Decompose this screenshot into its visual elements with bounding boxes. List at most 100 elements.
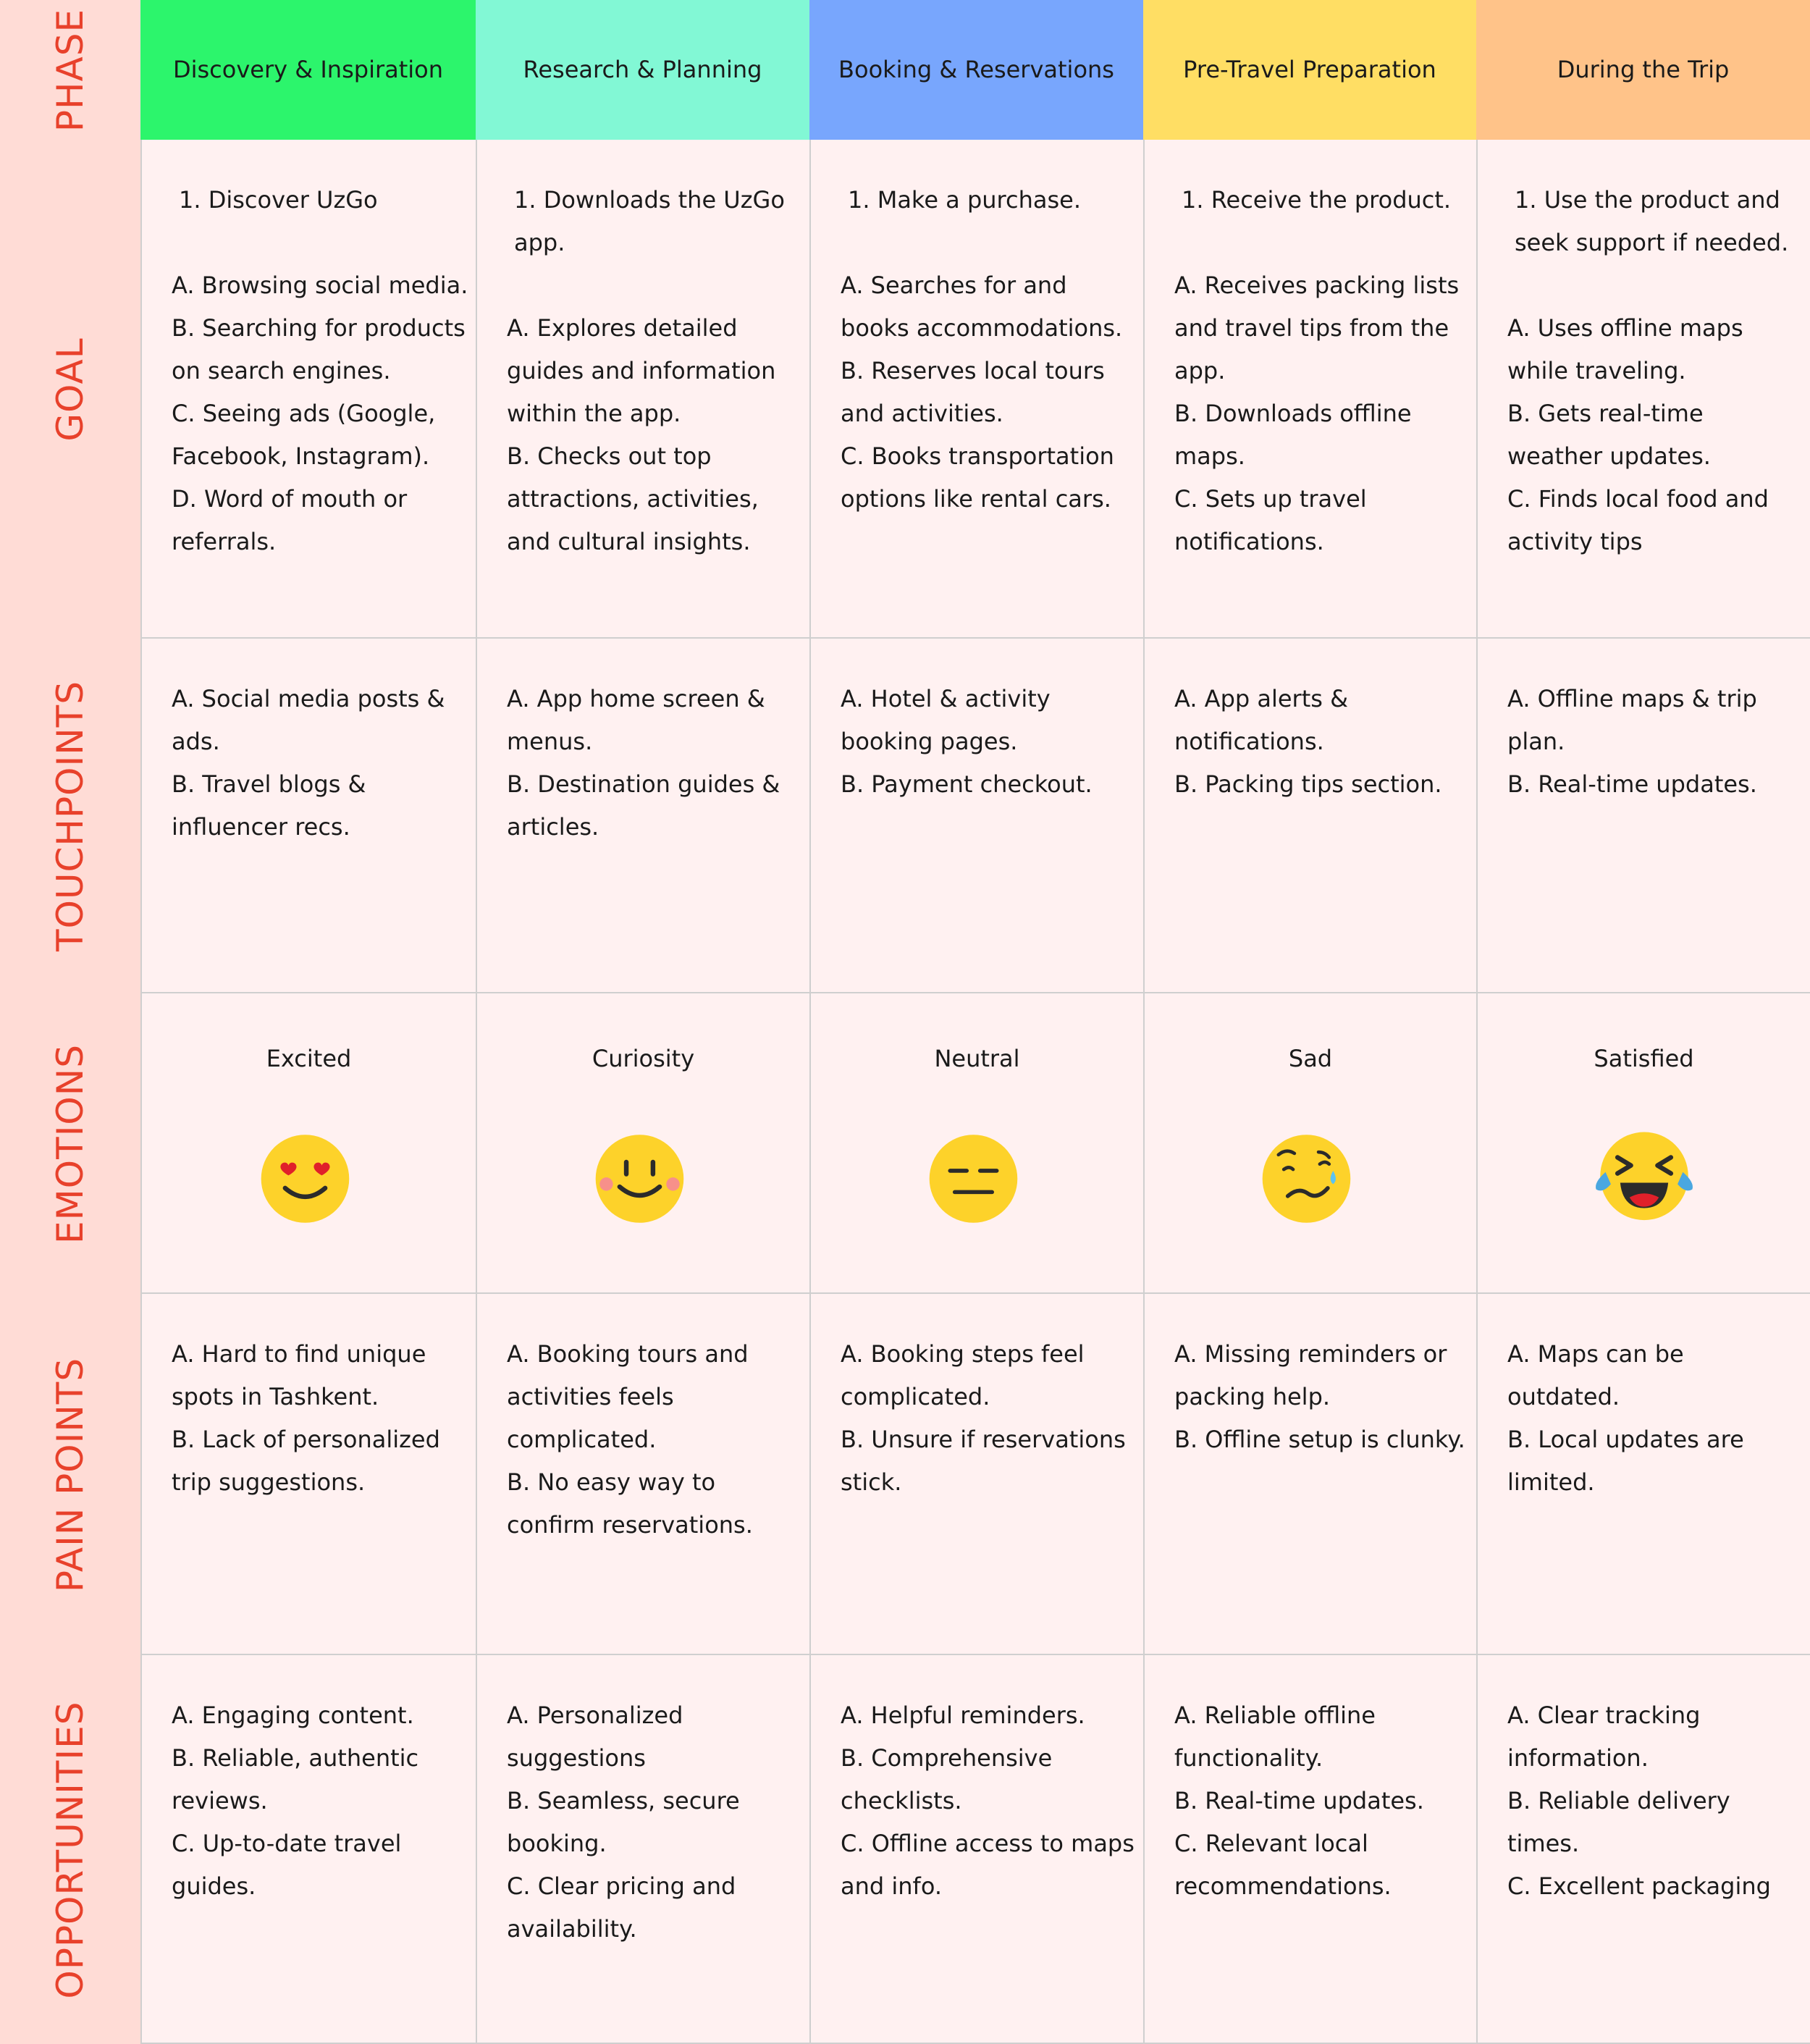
cell-line: A. Receives packing lists and travel tip…: [1174, 272, 1460, 384]
cell-line: B. Packing tips section.: [1174, 770, 1442, 798]
goals-cell: 1. Use the product and seek support if n…: [1476, 140, 1810, 639]
emotion-cell: Sad: [1143, 993, 1476, 1294]
cell-line: B. Unsure if reservations stick.: [841, 1426, 1126, 1496]
cell-line: A. Hard to find unique spots in Tashkent…: [172, 1340, 426, 1410]
row-label: PHASE: [49, 8, 91, 132]
cell-line: B. No easy way to confirm reservations.: [507, 1468, 753, 1539]
cell-line: B. Real-time updates.: [1174, 1787, 1424, 1814]
cell-line: B. Destination guides & articles.: [507, 770, 780, 841]
pain-points-cell: A. Booking steps feel complicated. B. Uns…: [809, 1294, 1143, 1655]
pain-points-cell: A. Booking tours and activities feels co…: [476, 1294, 809, 1655]
cell-line: A. Maps can be outdated.: [1507, 1340, 1684, 1410]
cell-line: B. Seamless, secure booking.: [507, 1787, 740, 1857]
row-label-cell: TOUCHPOINTS: [0, 639, 140, 993]
emotion-label: Sad: [1288, 1045, 1333, 1072]
phase-header: Discovery & Inspiration: [140, 0, 476, 140]
cell-line: A. Engaging content.: [172, 1702, 414, 1729]
cell-line: A. Clear tracking information.: [1507, 1702, 1701, 1772]
emoji: [261, 1135, 349, 1223]
touchpoints-cell: A. Hotel & activity booking pages. B. Pay…: [809, 639, 1143, 993]
pain-points-cell: A. Missing reminders or packing help. B. …: [1143, 1294, 1476, 1655]
row-label: EMOTIONS: [49, 1043, 91, 1244]
emotion-label: Excited: [266, 1045, 352, 1072]
opportunities-cell: A. Reliable offline functionality. B. Rea…: [1143, 1655, 1476, 2044]
touchpoints-cell: A. Offline maps & trip plan. B. Real-time…: [1476, 639, 1810, 993]
cell-line: B. Reliable delivery times.: [1507, 1787, 1730, 1857]
cell-line: C. Seeing ads (Google, Facebook, Instagr…: [172, 400, 436, 470]
cell-line: B. Checks out top attractions, activitie…: [507, 442, 759, 555]
cell-line: B. Gets real-time weather updates.: [1507, 400, 1711, 470]
cell-line: C. Sets up travel notifications.: [1174, 485, 1367, 555]
goals-cell: 1. Downloads the UzGo app. A. Explores de…: [476, 140, 809, 639]
goal-main: 1. Receive the product.: [1182, 186, 1452, 214]
cell-line: C. Finds local food and activity tips: [1507, 485, 1769, 555]
cell-line: A. App alerts & notifications.: [1174, 685, 1349, 755]
goal-main: 1. Make a purchase.: [848, 186, 1082, 214]
cell-line: D. Word of mouth or referrals.: [172, 485, 408, 555]
cell-line: C. Clear pricing and availability.: [507, 1872, 736, 1943]
row-label-cell: GOAL: [0, 140, 140, 639]
opportunities-cell: A. Clear tracking information. B. Reliabl…: [1476, 1655, 1810, 2044]
cell-line: C. Up-to-date travel guides.: [172, 1830, 402, 1900]
cell-line: A. Social media posts & ads.: [172, 685, 445, 755]
opportunities-cell: A. Helpful reminders. B. Comprehensive ch…: [809, 1655, 1143, 2044]
touchpoints-cell: A. App home screen & menus. B. Destinatio…: [476, 639, 809, 993]
cell-line: B. Travel blogs & influencer recs.: [172, 770, 366, 841]
cell-line: A. App home screen & menus.: [507, 685, 765, 755]
row-label: OPPORTUNITIES: [49, 1700, 91, 1999]
cell-line: A. Browsing social media.: [172, 272, 468, 299]
cell-line: B. Payment checkout.: [841, 770, 1093, 798]
goals-cell: 1. Make a purchase. A. Searches for and b…: [809, 140, 1143, 639]
emoji: [1262, 1135, 1351, 1223]
cell-line: C. Relevant local recommendations.: [1174, 1830, 1392, 1900]
cell-line: B. Downloads offline maps.: [1174, 400, 1412, 470]
cell-line: C. Books transportation options like ren…: [841, 442, 1114, 513]
row-label: PAIN POINTS: [49, 1357, 91, 1592]
cell-line: B. Real-time updates.: [1507, 770, 1757, 798]
row-label-cell: PAIN POINTS: [0, 1294, 140, 1655]
cell-line: A. Reliable offline functionality.: [1174, 1702, 1376, 1772]
cell-line: A. Offline maps & trip plan.: [1507, 685, 1757, 755]
opportunities-cell: A. Personalized suggestions B. Seamless, …: [476, 1655, 809, 2044]
opportunities-cell: A. Engaging content. B. Reliable, authent…: [140, 1655, 476, 2044]
cell-line: A. Explores detailed guides and informat…: [507, 314, 776, 427]
touchpoints-cell: A. App alerts & notifications. B. Packing…: [1143, 639, 1476, 993]
phase-header: Booking & Reservations: [809, 0, 1143, 140]
cell-line: C. Offline access to maps and info.: [841, 1830, 1135, 1900]
cell-line: B. Offline setup is clunky.: [1174, 1426, 1465, 1453]
cell-line: A. Helpful reminders.: [841, 1702, 1085, 1729]
cell-line: A. Booking tours and activities feels co…: [507, 1340, 749, 1453]
goals-cell: 1. Discover UzGo A. Browsing social media…: [140, 140, 476, 639]
pain-points-cell: A. Maps can be outdated. B. Local updates…: [1476, 1294, 1810, 1655]
cell-line: B. Reliable, authentic reviews.: [172, 1744, 419, 1814]
cell-line: A. Uses offline maps while traveling.: [1507, 314, 1743, 384]
row-label-cell: PHASE: [0, 0, 140, 140]
phase-header: During the Trip: [1476, 0, 1810, 140]
goal-main: 1. Downloads the UzGo app.: [514, 186, 785, 256]
emoji: [929, 1135, 1017, 1223]
row-label-cell: EMOTIONS: [0, 993, 140, 1294]
emotion-label: Neutral: [934, 1045, 1020, 1072]
goal-main: 1. Discover UzGo: [179, 186, 378, 214]
cell-line: B. Lack of personalized trip suggestions…: [172, 1426, 440, 1496]
cell-line: B. Reserves local tours and activities.: [841, 357, 1105, 427]
cell-line: A. Searches for and books accommodations…: [841, 272, 1123, 342]
goals-cell: 1. Receive the product. A. Receives packi…: [1143, 140, 1476, 639]
pain-points-cell: A. Hard to find unique spots in Tashkent…: [140, 1294, 476, 1655]
cell-line: A. Missing reminders or packing help.: [1174, 1340, 1447, 1410]
emotion-cell: Excited: [140, 993, 476, 1294]
cell-line: A. Booking steps feel complicated.: [841, 1340, 1085, 1410]
row-label-cell: OPPORTUNITIES: [0, 1655, 140, 2044]
touchpoints-cell: A. Social media posts & ads. B. Travel bl…: [140, 639, 476, 993]
emotion-label: Curiosity: [592, 1045, 695, 1072]
cell-line: A. Personalized suggestions: [507, 1702, 683, 1772]
row-label: GOAL: [49, 337, 91, 442]
emotion-cell: Curiosity: [476, 993, 809, 1294]
cell-line: B. Searching for products on search engi…: [172, 314, 466, 384]
cell-line: A. Hotel & activity booking pages.: [841, 685, 1051, 755]
phase-header: Pre-Travel Preparation: [1143, 0, 1476, 140]
cell-line: B. Local updates are limited.: [1507, 1426, 1744, 1496]
cell-line: C. Excellent packaging: [1507, 1872, 1771, 1900]
emotion-cell: Satisfied: [1476, 993, 1810, 1294]
cell-line: B. Comprehensive checklists.: [841, 1744, 1053, 1814]
